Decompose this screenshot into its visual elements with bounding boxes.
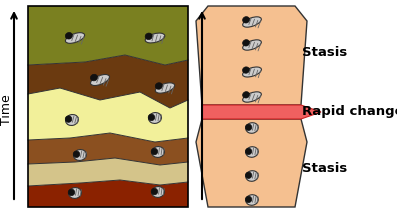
Polygon shape: [28, 180, 188, 207]
Ellipse shape: [73, 150, 87, 160]
Ellipse shape: [246, 123, 258, 133]
Ellipse shape: [245, 148, 252, 155]
Polygon shape: [28, 55, 188, 108]
Ellipse shape: [243, 67, 249, 73]
Ellipse shape: [243, 17, 261, 27]
Ellipse shape: [151, 148, 158, 155]
Ellipse shape: [68, 189, 75, 196]
Ellipse shape: [66, 33, 73, 39]
Text: Stasis: Stasis: [302, 46, 347, 59]
Ellipse shape: [155, 83, 175, 93]
Ellipse shape: [148, 114, 155, 121]
Ellipse shape: [148, 112, 162, 124]
Ellipse shape: [66, 33, 85, 43]
Ellipse shape: [145, 33, 152, 40]
Ellipse shape: [145, 33, 165, 43]
Ellipse shape: [243, 92, 250, 98]
Ellipse shape: [69, 188, 81, 199]
Ellipse shape: [151, 188, 158, 195]
Text: Time: Time: [0, 95, 13, 125]
Ellipse shape: [246, 195, 258, 205]
Polygon shape: [28, 6, 188, 65]
Text: Rapid change: Rapid change: [302, 105, 397, 118]
Ellipse shape: [243, 67, 261, 77]
Ellipse shape: [73, 151, 80, 157]
Ellipse shape: [152, 147, 164, 157]
Ellipse shape: [152, 187, 164, 197]
Ellipse shape: [155, 83, 162, 89]
Polygon shape: [196, 6, 307, 105]
Polygon shape: [28, 158, 188, 186]
Polygon shape: [202, 105, 321, 119]
Ellipse shape: [243, 92, 261, 102]
Ellipse shape: [91, 74, 98, 81]
Ellipse shape: [246, 147, 258, 157]
Ellipse shape: [91, 75, 110, 85]
Ellipse shape: [246, 171, 258, 181]
Ellipse shape: [245, 172, 252, 178]
Ellipse shape: [243, 40, 261, 50]
Ellipse shape: [243, 17, 250, 23]
Polygon shape: [28, 133, 188, 165]
Polygon shape: [196, 119, 307, 207]
Ellipse shape: [66, 115, 79, 125]
Ellipse shape: [243, 40, 250, 46]
Ellipse shape: [245, 196, 252, 203]
Text: Stasis: Stasis: [302, 161, 347, 174]
Ellipse shape: [245, 124, 252, 130]
Ellipse shape: [65, 116, 72, 122]
Polygon shape: [28, 88, 188, 142]
